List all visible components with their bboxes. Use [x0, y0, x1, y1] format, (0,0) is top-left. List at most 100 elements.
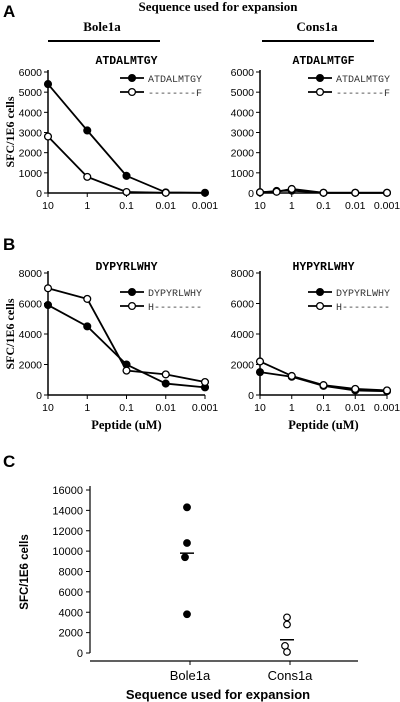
- legend-marker: [127, 301, 137, 311]
- x-tick-label: Bole1a: [170, 668, 211, 683]
- chart-b-cons1a: 0 2000 4000 6000 8000 10 1 0.1 0.01 0.001 HYPYRLWH…: [231, 261, 400, 432]
- header-group-cons1a: Cons1a: [296, 19, 338, 34]
- data-point: [43, 284, 53, 293]
- x-tick-label: 0.001: [192, 200, 218, 212]
- data-point: [200, 188, 210, 197]
- y-tick-label: 8000: [231, 268, 255, 280]
- y-tick-label: 14000: [52, 505, 83, 517]
- data-point: [200, 377, 210, 387]
- data-point: [161, 188, 170, 197]
- y-tick-label: 1000: [231, 168, 255, 180]
- y-tick-label: 4000: [19, 329, 43, 341]
- data-point: [43, 80, 53, 89]
- legend-label: ATDALMTGY: [148, 75, 202, 86]
- data-point: [255, 357, 265, 366]
- data-point: [351, 188, 360, 197]
- y-tick-label: 8000: [59, 567, 83, 579]
- data-point: [319, 381, 328, 390]
- panel-label-a: A: [3, 2, 15, 21]
- data-point: [181, 553, 189, 562]
- y-tick-label: 4000: [231, 107, 255, 119]
- y-tick-label: 8000: [19, 268, 43, 280]
- legend-marker: [315, 73, 325, 83]
- legend-label: --------F: [336, 89, 390, 100]
- data-point: [287, 184, 296, 194]
- data-point: [319, 188, 328, 197]
- data-point: [183, 610, 191, 619]
- data-point: [122, 366, 131, 375]
- y-tick-label: 3000: [231, 128, 255, 140]
- legend-label: DYPYRLWHY: [148, 289, 202, 300]
- chart-title: DYPYRLWHY: [95, 261, 157, 274]
- y-tick-label: 0: [36, 390, 42, 402]
- chart-b-bole1a: 0 2000 4000 6000 8000 10 1 0.1 0.01 0.001 DYPYRLWH…: [3, 261, 218, 432]
- y-tick-label: 16000: [52, 485, 83, 497]
- data-point: [382, 386, 392, 395]
- y-tick-label: 6000: [59, 587, 83, 599]
- data-point: [283, 613, 291, 622]
- data-point: [351, 384, 360, 393]
- legend-label: --------F: [148, 89, 202, 100]
- y-tick-label: 2000: [19, 360, 43, 372]
- x-tick-label: 0.1: [119, 402, 134, 414]
- y-tick-label: 4000: [19, 107, 43, 119]
- x-tick-label: 1: [84, 402, 90, 414]
- legend-marker: [315, 87, 325, 97]
- y-tick-label: 0: [248, 188, 254, 200]
- y-axis-label: SFC/1E6 cells: [19, 534, 31, 609]
- x-tick-label: 0.1: [119, 200, 134, 212]
- data-point: [43, 132, 53, 141]
- chart-a-bole1a: 0 1000 2000 3000 4000 5000 6000 10 1 0.1 0.01 0.001…: [3, 55, 218, 212]
- x-axis-label: Peptide (uM): [288, 418, 358, 432]
- x-tick-label: 0.01: [345, 402, 366, 414]
- legend-label: DYPYRLWHY: [336, 289, 390, 300]
- data-point: [183, 539, 191, 547]
- data-point: [83, 322, 92, 331]
- x-tick-label: 0.01: [156, 200, 177, 212]
- chart-title: HYPYRLWHY: [292, 261, 354, 274]
- y-tick-label: 3000: [19, 128, 43, 140]
- x-tick-label: Cons1a: [268, 668, 314, 683]
- data-point: [255, 188, 265, 197]
- y-tick-label: 10000: [52, 546, 83, 558]
- x-tick-label: 0.001: [374, 200, 400, 212]
- data-point: [283, 648, 291, 656]
- y-tick-label: 1000: [19, 168, 43, 180]
- y-tick-label: 4000: [231, 329, 255, 341]
- data-point: [272, 187, 281, 196]
- header-group-bole1a: Bole1a: [83, 19, 121, 34]
- chart-c-scatter: 0 2000 4000 6000 8000 10000 12000 14000 16000 Bol…: [19, 485, 358, 702]
- data-point: [161, 379, 170, 388]
- y-tick-label: 6000: [19, 67, 43, 79]
- chart-a-cons1a: 0 1000 2000 3000 4000 5000 6000 10 1 0.1 0.01 0.001…: [231, 55, 400, 212]
- x-tick-label: 0.01: [345, 200, 366, 212]
- y-tick-label: 2000: [19, 148, 43, 160]
- x-axis-label: Peptide (uM): [91, 418, 161, 432]
- data-point: [287, 371, 296, 380]
- y-tick-label: 6000: [231, 67, 255, 79]
- data-point: [161, 370, 170, 379]
- x-tick-label: 0.001: [192, 402, 218, 414]
- series-line-filled: [47, 304, 206, 389]
- x-tick-label: 1: [289, 200, 295, 212]
- legend-marker: [127, 73, 137, 83]
- y-tick-label: 5000: [231, 87, 255, 99]
- x-tick-label: 10: [254, 402, 266, 414]
- x-tick-label: 10: [254, 200, 266, 212]
- y-tick-label: 6000: [19, 299, 43, 311]
- y-tick-label: 2000: [59, 628, 83, 640]
- panel-label-b: B: [3, 235, 15, 254]
- y-axis-label: SFC/1E6 cells: [3, 96, 17, 167]
- chart-title: ATDALMTGF: [292, 55, 354, 68]
- series-line-open: [47, 135, 166, 194]
- legend-marker: [127, 287, 137, 297]
- x-tick-label: 1: [84, 200, 90, 212]
- y-tick-label: 0: [248, 390, 254, 402]
- chart-title: ATDALMTGY: [95, 55, 157, 68]
- data-point: [122, 171, 131, 180]
- data-point: [255, 368, 265, 377]
- data-point: [83, 172, 92, 181]
- x-axis-label: Sequence used for expansion: [126, 687, 310, 702]
- y-tick-label: 4000: [59, 607, 83, 619]
